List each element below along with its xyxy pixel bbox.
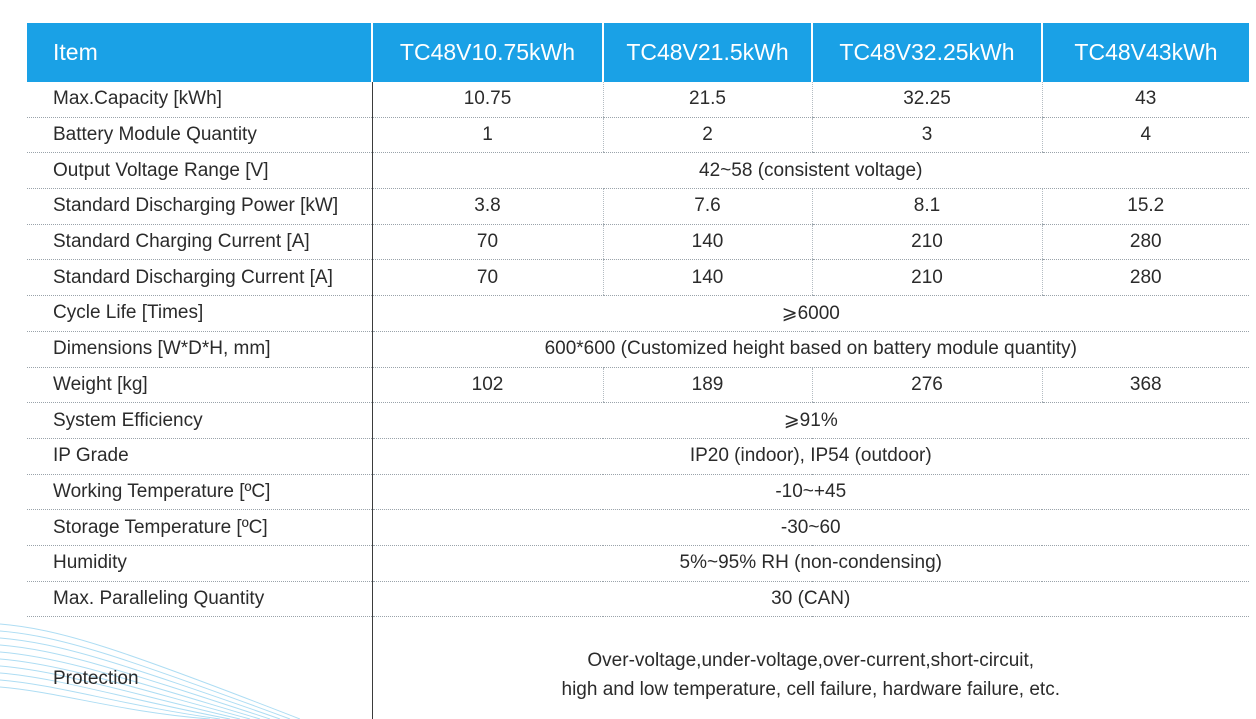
cell-value: 280 [1041, 224, 1249, 261]
table-body: Max.Capacity [kWh] 10.75 21.5 32.25 43 B… [27, 82, 1249, 719]
cell-value: 276 [811, 367, 1042, 404]
protection-line-1: Over-voltage,under-voltage,over-current,… [587, 649, 1035, 671]
row-label: Dimensions [W*D*H, mm] [27, 331, 373, 368]
cell-value: 7.6 [602, 188, 812, 225]
row-weight: Weight [kg] 102 189 276 368 [27, 367, 1249, 404]
cell-value: 189 [602, 367, 812, 404]
row-max-capacity: Max.Capacity [kWh] 10.75 21.5 32.25 43 [27, 82, 1249, 118]
cell-value: 2 [602, 117, 812, 154]
row-system-efficiency: System Efficiency ⩾91% [27, 402, 1249, 439]
row-humidity: Humidity 5%~95% RH (non-condensing) [27, 545, 1249, 582]
row-label: Weight [kg] [27, 367, 373, 404]
cell-value: 280 [1041, 259, 1249, 297]
cell-merged-value: -30~60 [372, 509, 1249, 546]
cell-merged-value: 5%~95% RH (non-condensing) [372, 545, 1249, 582]
row-ip-grade: IP Grade IP20 (indoor), IP54 (outdoor) [27, 438, 1249, 475]
cell-value: 210 [811, 224, 1042, 261]
cell-value: 70 [371, 224, 603, 261]
row-label: Storage Temperature [ºC] [27, 509, 373, 546]
cell-merged-value: IP20 (indoor), IP54 (outdoor) [372, 438, 1249, 475]
cell-value: 32.25 [811, 82, 1042, 118]
row-protection: Protection Over-voltage,under-voltage,ov… [27, 616, 1249, 719]
header-model-2: TC48V21.5kWh [602, 23, 812, 82]
header-item: Item [27, 23, 372, 82]
row-label: Battery Module Quantity [27, 117, 373, 154]
row-standard-discharging-power: Standard Discharging Power [kW] 3.8 7.6 … [27, 188, 1249, 225]
cell-merged-value: 42~58 (consistent voltage) [372, 152, 1249, 190]
row-standard-discharging-current: Standard Discharging Current [A] 70 140 … [27, 259, 1249, 297]
cell-merged-value: -10~+45 [372, 474, 1249, 511]
protection-line-2: high and low temperature, cell failure, … [561, 678, 1060, 700]
row-label: Output Voltage Range [V] [27, 152, 373, 190]
specification-table: Item TC48V10.75kWh TC48V21.5kWh TC48V32.… [27, 23, 1249, 719]
row-label: IP Grade [27, 438, 373, 475]
cell-value: 43 [1041, 82, 1249, 118]
cell-value: 15.2 [1041, 188, 1249, 225]
row-dimensions: Dimensions [W*D*H, mm] 600*600 (Customiz… [27, 331, 1249, 368]
row-working-temperature: Working Temperature [ºC] -10~+45 [27, 474, 1249, 511]
header-row: Item TC48V10.75kWh TC48V21.5kWh TC48V32.… [27, 23, 1249, 82]
cell-value: 10.75 [371, 82, 603, 118]
row-cycle-life: Cycle Life [Times] ⩾6000 [27, 295, 1249, 332]
row-label: Cycle Life [Times] [27, 295, 373, 332]
row-label: Humidity [27, 545, 373, 582]
row-label: Working Temperature [ºC] [27, 474, 373, 511]
cell-merged-value: ⩾91% [372, 402, 1249, 439]
table-header: Item TC48V10.75kWh TC48V21.5kWh TC48V32.… [27, 23, 1249, 82]
cell-value: 1 [371, 117, 603, 154]
row-label: Standard Charging Current [A] [27, 224, 373, 261]
row-label: Max.Capacity [kWh] [27, 82, 373, 118]
cell-value: 3 [811, 117, 1042, 154]
cell-protection-value: Over-voltage,under-voltage,over-current,… [372, 616, 1249, 719]
row-max-paralleling-quantity: Max. Paralleling Quantity 30 (CAN) [27, 581, 1249, 618]
cell-merged-value: 30 (CAN) [372, 581, 1249, 618]
row-label: Protection [27, 616, 373, 719]
cell-value: 368 [1041, 367, 1249, 404]
cell-merged-value: ⩾6000 [372, 295, 1249, 332]
row-standard-charging-current: Standard Charging Current [A] 70 140 210… [27, 224, 1249, 261]
cell-merged-value: 600*600 (Customized height based on batt… [372, 331, 1249, 368]
row-label: System Efficiency [27, 402, 373, 439]
row-battery-module-quantity: Battery Module Quantity 1 2 3 4 [27, 117, 1249, 154]
cell-value: 3.8 [371, 188, 603, 225]
cell-value: 140 [602, 224, 812, 261]
cell-value: 140 [602, 259, 812, 297]
cell-value: 21.5 [602, 82, 812, 118]
cell-value: 70 [371, 259, 603, 297]
row-label: Standard Discharging Power [kW] [27, 188, 373, 225]
header-model-1: TC48V10.75kWh [371, 23, 603, 82]
cell-value: 8.1 [811, 188, 1042, 225]
row-label: Standard Discharging Current [A] [27, 259, 373, 297]
cell-value: 102 [371, 367, 603, 404]
header-model-4: TC48V43kWh [1041, 23, 1249, 82]
cell-value: 4 [1041, 117, 1249, 154]
row-storage-temperature: Storage Temperature [ºC] -30~60 [27, 509, 1249, 546]
row-output-voltage-range: Output Voltage Range [V] 42~58 (consiste… [27, 152, 1249, 190]
row-label: Max. Paralleling Quantity [27, 581, 373, 618]
cell-value: 210 [811, 259, 1042, 297]
header-model-3: TC48V32.25kWh [811, 23, 1042, 82]
